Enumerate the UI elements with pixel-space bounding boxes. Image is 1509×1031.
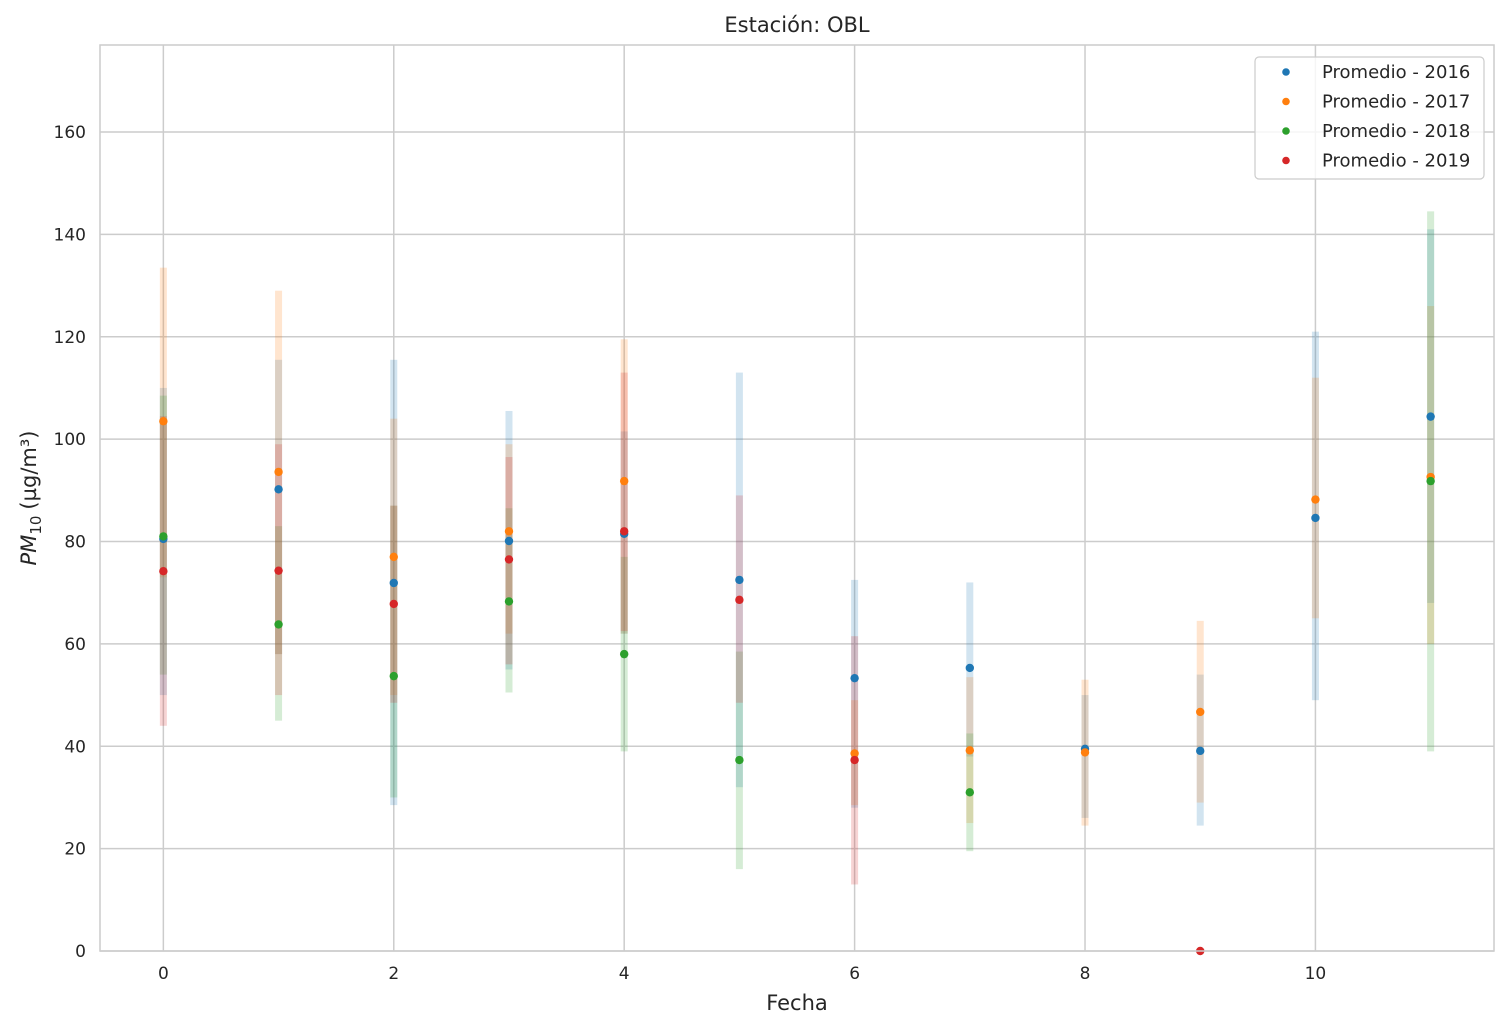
x-tick-label: 4 <box>619 964 630 984</box>
data-point <box>504 536 514 546</box>
data-point <box>1311 513 1320 523</box>
y-tick-label: 120 <box>54 328 86 348</box>
x-axis-title: Fecha <box>766 991 828 1015</box>
legend-marker <box>1282 127 1290 135</box>
legend-label: Promedio - 2018 <box>1322 121 1470 142</box>
data-point <box>850 755 859 765</box>
error-band <box>620 372 628 632</box>
data-point <box>735 755 744 765</box>
x-tick-label: 8 <box>1080 964 1091 984</box>
data-point <box>850 673 859 683</box>
x-tick-label: 2 <box>388 964 399 984</box>
y-tick-label: 0 <box>75 942 86 962</box>
grid <box>100 45 1494 952</box>
y-tick-label: 40 <box>64 737 86 757</box>
legend-box <box>1254 56 1485 180</box>
plot-frame <box>99 44 1495 952</box>
x-tick-label: 0 <box>158 964 169 984</box>
data-point <box>274 566 283 575</box>
data-point <box>1196 707 1205 717</box>
data-point <box>504 597 514 606</box>
data-point <box>159 532 168 541</box>
data-point <box>965 788 975 797</box>
legend-marker <box>1282 97 1290 106</box>
data-point <box>1426 476 1435 486</box>
data-point <box>735 595 744 605</box>
error-band <box>275 359 283 655</box>
x-tick-labels: 0 2 4 6 8 10 <box>158 964 1326 984</box>
y-axis-title: PM10 (µg/m³) <box>17 431 45 566</box>
data-point <box>965 663 975 673</box>
data-point <box>389 671 398 681</box>
y-tick-label: 80 <box>64 533 86 553</box>
y-tick-label: 140 <box>54 225 86 245</box>
data-point <box>850 749 859 758</box>
data-point <box>159 417 168 426</box>
data-point <box>274 485 283 494</box>
legend-label: Promedio - 2016 <box>1322 62 1470 83</box>
data-point <box>389 599 398 609</box>
y-tick-label: 160 <box>54 123 86 143</box>
error-band <box>851 579 859 808</box>
data-point <box>159 566 168 576</box>
data-point <box>274 620 283 629</box>
legend-label: Promedio - 2019 <box>1322 151 1470 172</box>
data-point <box>389 552 398 562</box>
y-tick-labels: 0 20 40 60 80 100 120 140 160 <box>54 123 86 962</box>
data-point <box>619 527 629 536</box>
error-band <box>390 505 398 798</box>
y-axis-title-unit: (µg/m³) <box>17 431 41 510</box>
data-point <box>1080 748 1090 757</box>
data-point <box>504 555 514 564</box>
x-tick-label: 10 <box>1305 964 1327 984</box>
data-point <box>735 575 744 585</box>
chart-title: Estación: OBL <box>724 13 870 37</box>
y-tick-label: 20 <box>64 840 86 860</box>
y-tick-label: 100 <box>54 430 86 450</box>
data-point <box>1196 746 1205 756</box>
data-point <box>504 527 514 536</box>
x-tick-label: 6 <box>849 964 860 984</box>
y-axis-title-main: PM <box>17 535 41 566</box>
data-point <box>619 649 629 659</box>
y-axis-title-sub: 10 <box>27 516 45 535</box>
error-band <box>620 339 628 634</box>
legend-marker <box>1282 68 1290 76</box>
data-point <box>619 476 629 486</box>
data-points <box>159 412 1435 956</box>
legend-label: Promedio - 2017 <box>1322 92 1470 113</box>
y-tick-label: 60 <box>64 635 86 655</box>
data-point <box>389 578 398 588</box>
data-point <box>965 746 975 755</box>
legend: Promedio - 2016 Promedio - 2017 Promedio -… <box>1254 56 1485 180</box>
legend-marker <box>1282 156 1290 165</box>
data-point <box>1311 495 1320 504</box>
data-point <box>274 467 283 477</box>
data-point <box>1426 412 1435 421</box>
